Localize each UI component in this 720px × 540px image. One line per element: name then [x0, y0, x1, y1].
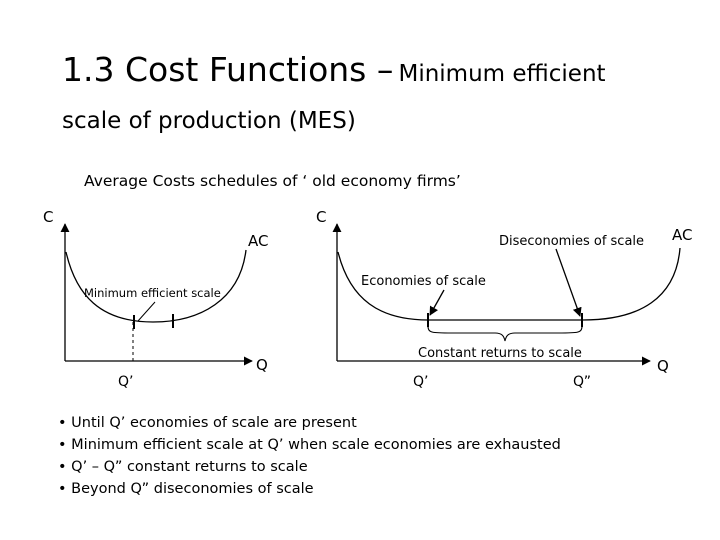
- diseconomies-arrow: [555, 248, 582, 317]
- right-y-axis-label: C: [316, 208, 326, 226]
- right-q-double-prime-label: Q”: [573, 374, 591, 390]
- bullet-item: Minimum efficient scale at Q’ when scale…: [58, 434, 561, 456]
- bullet-item: Q’ – Q” constant returns to scale: [58, 456, 561, 478]
- constant-returns-brace: [427, 325, 583, 342]
- subtitle: Average Costs schedules of ‘ old economy…: [84, 172, 461, 190]
- right-chart: C Q AC Economies of scale Diseconomies o…: [316, 208, 692, 390]
- right-q-prime-label: Q’: [413, 374, 428, 390]
- bullet-list: Until Q’ economies of scale are present …: [58, 412, 561, 500]
- left-chart: C Q AC Minimum efficient scale Q’: [43, 208, 268, 390]
- left-mes-annotation: Minimum efficient scale: [84, 286, 221, 300]
- title-sub-part2: scale of production (MES): [62, 108, 356, 134]
- left-ac-curve: [65, 249, 247, 323]
- economies-arrow: [429, 289, 445, 316]
- title-sub-part1: Minimum efficient: [398, 61, 606, 87]
- left-x-axis-label: Q: [256, 356, 268, 374]
- title-main: 1.3 Cost Functions –: [62, 50, 394, 89]
- left-ac-label: AC: [248, 232, 268, 250]
- left-q-prime-label: Q’: [118, 374, 133, 390]
- right-ac-label: AC: [672, 226, 692, 244]
- left-y-axis-label: C: [43, 208, 53, 226]
- right-x-axis-label: Q: [657, 357, 669, 375]
- page-title: 1.3 Cost Functions – Minimum efficient: [62, 50, 606, 89]
- constant-returns-label: Constant returns to scale: [418, 346, 582, 361]
- diseconomies-annotation: Diseconomies of scale: [499, 234, 644, 249]
- economies-annotation: Economies of scale: [361, 274, 486, 289]
- bullet-item: Until Q’ economies of scale are present: [58, 412, 561, 434]
- bullet-item: Beyond Q” diseconomies of scale: [58, 478, 561, 500]
- left-mes-pointer: [137, 301, 156, 322]
